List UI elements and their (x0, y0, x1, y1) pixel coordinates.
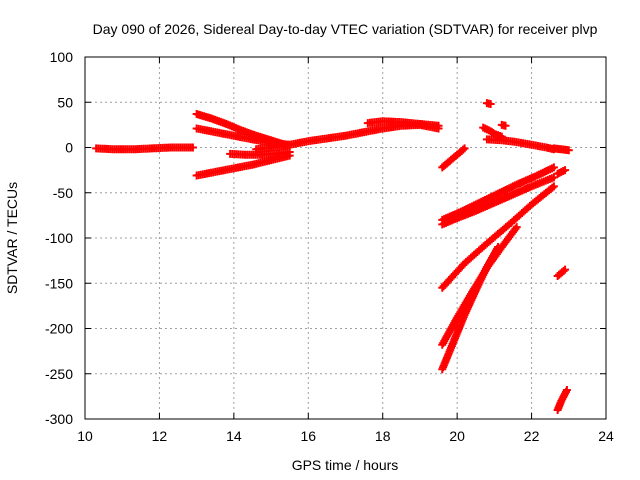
grid-layer (85, 57, 606, 419)
data-point-marker (486, 100, 495, 109)
y-tick-label: -150 (45, 275, 73, 291)
series-track-h (438, 144, 469, 172)
y-tick-label: -300 (45, 411, 73, 427)
y-tick-label: 100 (50, 49, 74, 65)
data-point-marker (511, 224, 520, 233)
data-point-marker (188, 143, 197, 152)
data-point-marker (562, 386, 571, 395)
series-track-s (553, 166, 570, 178)
series-track-k (438, 182, 558, 292)
y-tick-label: -100 (45, 230, 73, 246)
y-tick-label: -50 (53, 185, 73, 201)
data-point-marker (561, 166, 570, 175)
x-tick-label: 12 (152, 428, 168, 444)
chart-title: Day 090 of 2026, Sidereal Day-to-day VTE… (93, 21, 598, 37)
x-tick-label: 14 (226, 428, 242, 444)
data-point-marker (548, 183, 557, 192)
series-track-u (553, 386, 571, 414)
y-tick-label: -200 (45, 321, 73, 337)
series-track-r (549, 144, 573, 155)
data-point-marker (512, 223, 521, 232)
data-point-marker (434, 121, 443, 130)
data-point-marker (561, 265, 570, 274)
data-point-marker (501, 121, 510, 130)
y-tick-label: 0 (65, 140, 73, 156)
data-point-marker (549, 182, 558, 191)
x-tick-label: 20 (449, 428, 465, 444)
data-point-marker (559, 266, 568, 275)
data-layer (92, 99, 573, 414)
x-tick-label: 10 (77, 428, 93, 444)
series-track-n (479, 123, 506, 141)
y-tick-label: -250 (45, 366, 73, 382)
series-track-j (438, 163, 558, 224)
data-point-marker (564, 146, 573, 155)
x-axis-title: GPS time / hours (292, 457, 399, 473)
series-track-o (482, 99, 495, 109)
x-tick-label: 18 (375, 428, 391, 444)
x-tick-label: 16 (300, 428, 316, 444)
x-tick-label: 24 (598, 428, 614, 444)
series-track-a (92, 143, 197, 154)
x-tick-label: 22 (524, 428, 540, 444)
data-point-marker (459, 145, 468, 154)
data-point-marker (285, 148, 294, 157)
series-track-t (553, 265, 570, 281)
y-tick-label: 50 (57, 94, 73, 110)
data-point-marker (494, 243, 503, 252)
data-point-marker (460, 144, 469, 153)
series-track-m (438, 243, 503, 374)
tick-layer: 10 12 14 16 18 20 22 24 -300 -250 -200 -150 -100 -50 0… (45, 49, 614, 444)
data-point-marker (549, 163, 558, 172)
series-track-p (497, 120, 510, 130)
series-track-g (363, 117, 443, 130)
y-axis-title: SDTVAR / TECUs (4, 182, 20, 294)
